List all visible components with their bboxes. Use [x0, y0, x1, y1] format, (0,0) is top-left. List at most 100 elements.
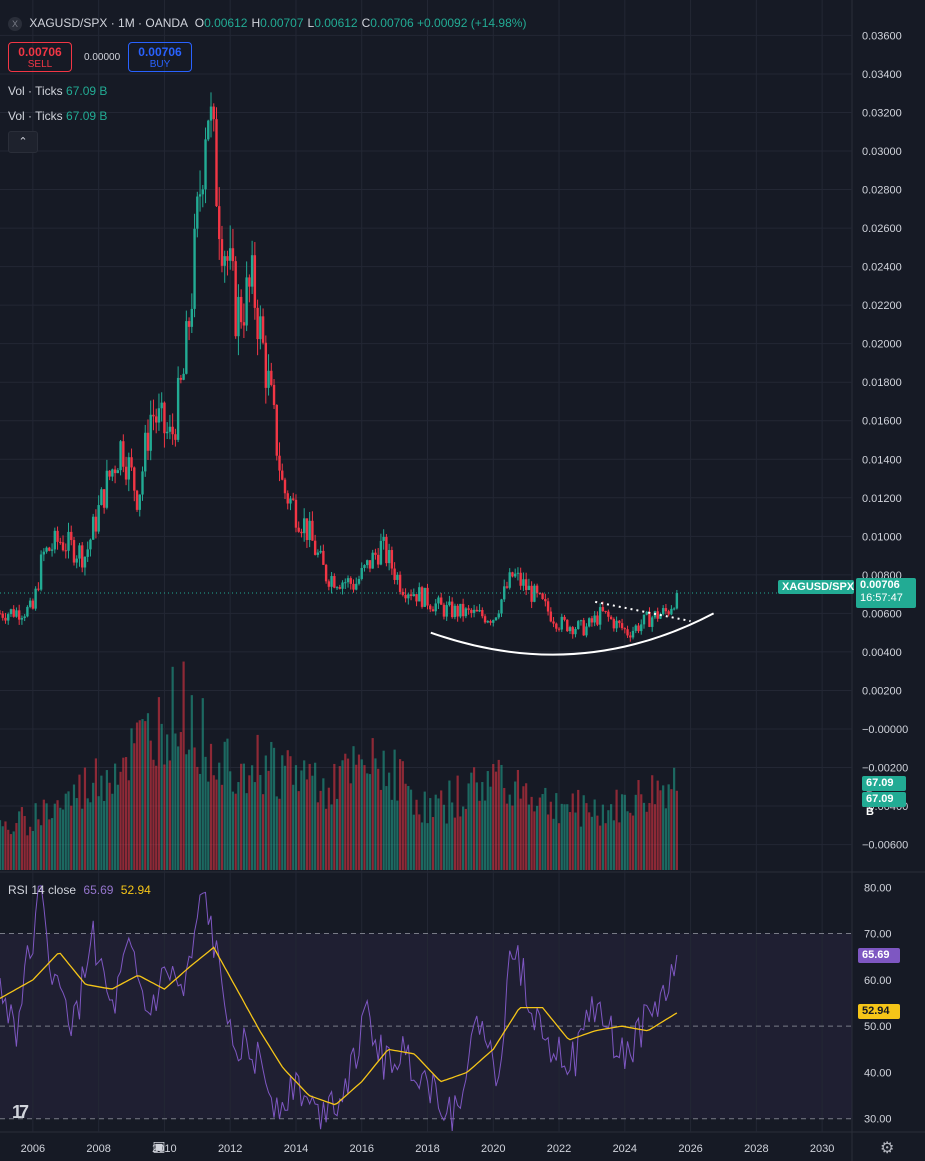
candle-body — [626, 629, 629, 636]
candle — [396, 572, 399, 585]
candle-body — [31, 600, 35, 609]
candle — [355, 577, 358, 591]
volume-bar — [645, 811, 648, 870]
candle — [102, 488, 106, 514]
volume-bar — [226, 738, 229, 870]
candle — [481, 607, 484, 619]
volume-bar — [223, 741, 226, 870]
candle — [637, 623, 640, 634]
volume-bar — [656, 780, 659, 870]
candle — [404, 588, 407, 603]
candle — [185, 310, 188, 375]
buy-button[interactable]: 0.00706 BUY — [128, 42, 192, 72]
candle — [250, 240, 254, 295]
candle — [67, 522, 70, 559]
candle — [672, 607, 676, 611]
candle-body — [664, 608, 668, 612]
volume-bar — [201, 698, 204, 870]
candle-body — [12, 609, 15, 617]
volume-bar — [670, 789, 673, 870]
volume-bar — [577, 789, 580, 870]
candle-body — [218, 206, 221, 240]
candle-body — [470, 609, 473, 613]
candle-body — [486, 621, 489, 623]
candle-body — [541, 593, 544, 600]
candle — [89, 538, 92, 557]
rsi-legend[interactable]: RSI 14 close 65.69 52.94 — [8, 883, 151, 897]
candle — [376, 548, 380, 569]
candle-body — [467, 608, 470, 610]
candle-body — [28, 600, 32, 607]
candle — [530, 581, 533, 609]
volume-bar — [29, 826, 32, 870]
candle-body — [204, 139, 207, 190]
volume-bar — [251, 765, 254, 870]
volume-bar — [261, 794, 265, 870]
candle-body — [568, 627, 572, 632]
candle — [598, 603, 602, 630]
candle — [620, 618, 624, 631]
candle — [440, 592, 443, 605]
candle — [223, 250, 226, 283]
volume-bar — [398, 759, 402, 870]
volume-bar — [305, 779, 309, 870]
volume-bar — [303, 760, 306, 870]
candle-body — [393, 568, 396, 580]
volume-bar — [124, 757, 128, 870]
volume-legend-1[interactable]: Vol · Ticks 67.09 B — [8, 84, 107, 98]
candle — [453, 603, 457, 620]
volume-bar — [245, 793, 248, 870]
volume-legend-2[interactable]: Vol · Ticks 67.09 B — [8, 109, 107, 123]
volume-bar — [415, 799, 418, 870]
volume-bar — [371, 738, 374, 870]
candle-body — [357, 578, 361, 584]
volume-bar — [12, 831, 15, 870]
volume-bar — [388, 772, 391, 870]
candle-body — [94, 516, 98, 532]
candle — [486, 620, 489, 624]
candle-body — [637, 625, 640, 632]
volume-bar — [234, 793, 237, 870]
candle — [535, 583, 539, 598]
collapse-legend-button[interactable]: ⌃ — [8, 131, 38, 153]
volume-tag-1: 67.09 B — [862, 776, 906, 802]
candle — [311, 511, 314, 541]
candle — [286, 490, 289, 510]
candle-body — [319, 550, 322, 553]
candle-body — [97, 505, 100, 532]
symbol-logo-icon: X — [8, 16, 22, 31]
tradingview-logo[interactable]: 17 — [12, 1102, 29, 1122]
rsi-tick-label: 50.00 — [864, 1021, 892, 1033]
candle-body — [176, 377, 180, 440]
volume-bar — [442, 804, 446, 870]
candle-body — [440, 597, 443, 605]
volume-bar — [59, 807, 62, 870]
rsi-line — [0, 885, 678, 1132]
volume-bar — [160, 723, 163, 870]
candle-body — [56, 530, 59, 542]
candle-body — [305, 518, 309, 541]
sell-button[interactable]: 0.00706 SELL — [8, 42, 72, 72]
rsi-tick-label: 60.00 — [864, 975, 892, 987]
volume-bar — [133, 743, 136, 870]
settings-gear-icon[interactable]: ⚙ — [880, 1140, 895, 1157]
candle-body — [70, 531, 73, 541]
candle — [398, 571, 402, 595]
symbol-title[interactable]: XAGUSD/SPX · 1M · OANDA — [29, 16, 188, 30]
volume-bar — [34, 803, 37, 870]
volume-bar — [360, 759, 363, 870]
candle — [289, 495, 292, 511]
candle-body — [182, 373, 185, 380]
candle-body — [193, 228, 196, 309]
candle-body — [453, 605, 457, 618]
screenshot-button[interactable]: ▣ — [146, 1134, 172, 1158]
volume-bar — [664, 808, 668, 870]
volume-bar — [198, 773, 202, 870]
candle-body — [308, 520, 311, 541]
candle-body — [566, 619, 569, 632]
candle-body — [445, 605, 448, 617]
candle-body — [272, 384, 276, 405]
candle — [124, 456, 128, 486]
candle — [292, 492, 295, 501]
